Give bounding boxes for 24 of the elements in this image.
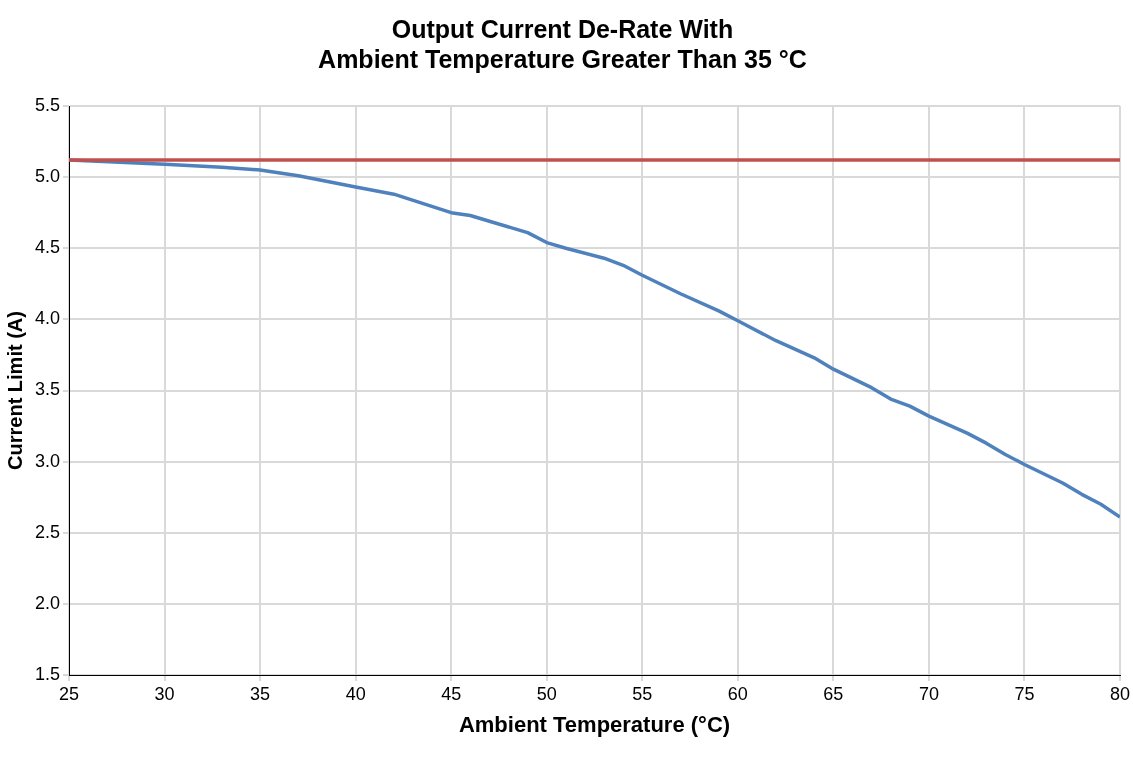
x-tick-label: 45 [441, 683, 462, 704]
y-axis-title: Current Limit (A) [3, 311, 26, 470]
y-tick-label: 3.5 [34, 379, 61, 400]
x-tick-label: 70 [918, 683, 939, 704]
y-tick-label: 2.0 [34, 592, 61, 613]
x-tick-label: 40 [345, 683, 366, 704]
y-tick-label: 4.5 [34, 237, 61, 258]
x-tick-label: 65 [823, 683, 844, 704]
x-tick-label: 75 [1014, 683, 1035, 704]
x-tick-label: 50 [536, 683, 557, 704]
x-tick-label: 30 [154, 683, 175, 704]
y-tick-label: 5.0 [34, 166, 61, 187]
x-axis-title: Ambient Temperature (°C) [458, 711, 731, 737]
x-tick-label: 25 [59, 683, 80, 704]
chart-title: Output Current De-Rate With Ambient Temperature Greater Than 35 °C [318, 14, 807, 73]
x-tick-label: 35 [250, 683, 271, 704]
y-tick-label: 3.0 [34, 450, 61, 471]
y-tick-label: 2.5 [34, 521, 61, 542]
x-tick-label: 60 [727, 683, 748, 704]
x-tick-label: 55 [632, 683, 653, 704]
x-tick-label: 80 [1109, 683, 1130, 704]
y-tick-label: 1.5 [34, 663, 61, 684]
y-tick-label: 5.5 [34, 94, 61, 115]
y-tick-label: 4.0 [34, 308, 61, 329]
